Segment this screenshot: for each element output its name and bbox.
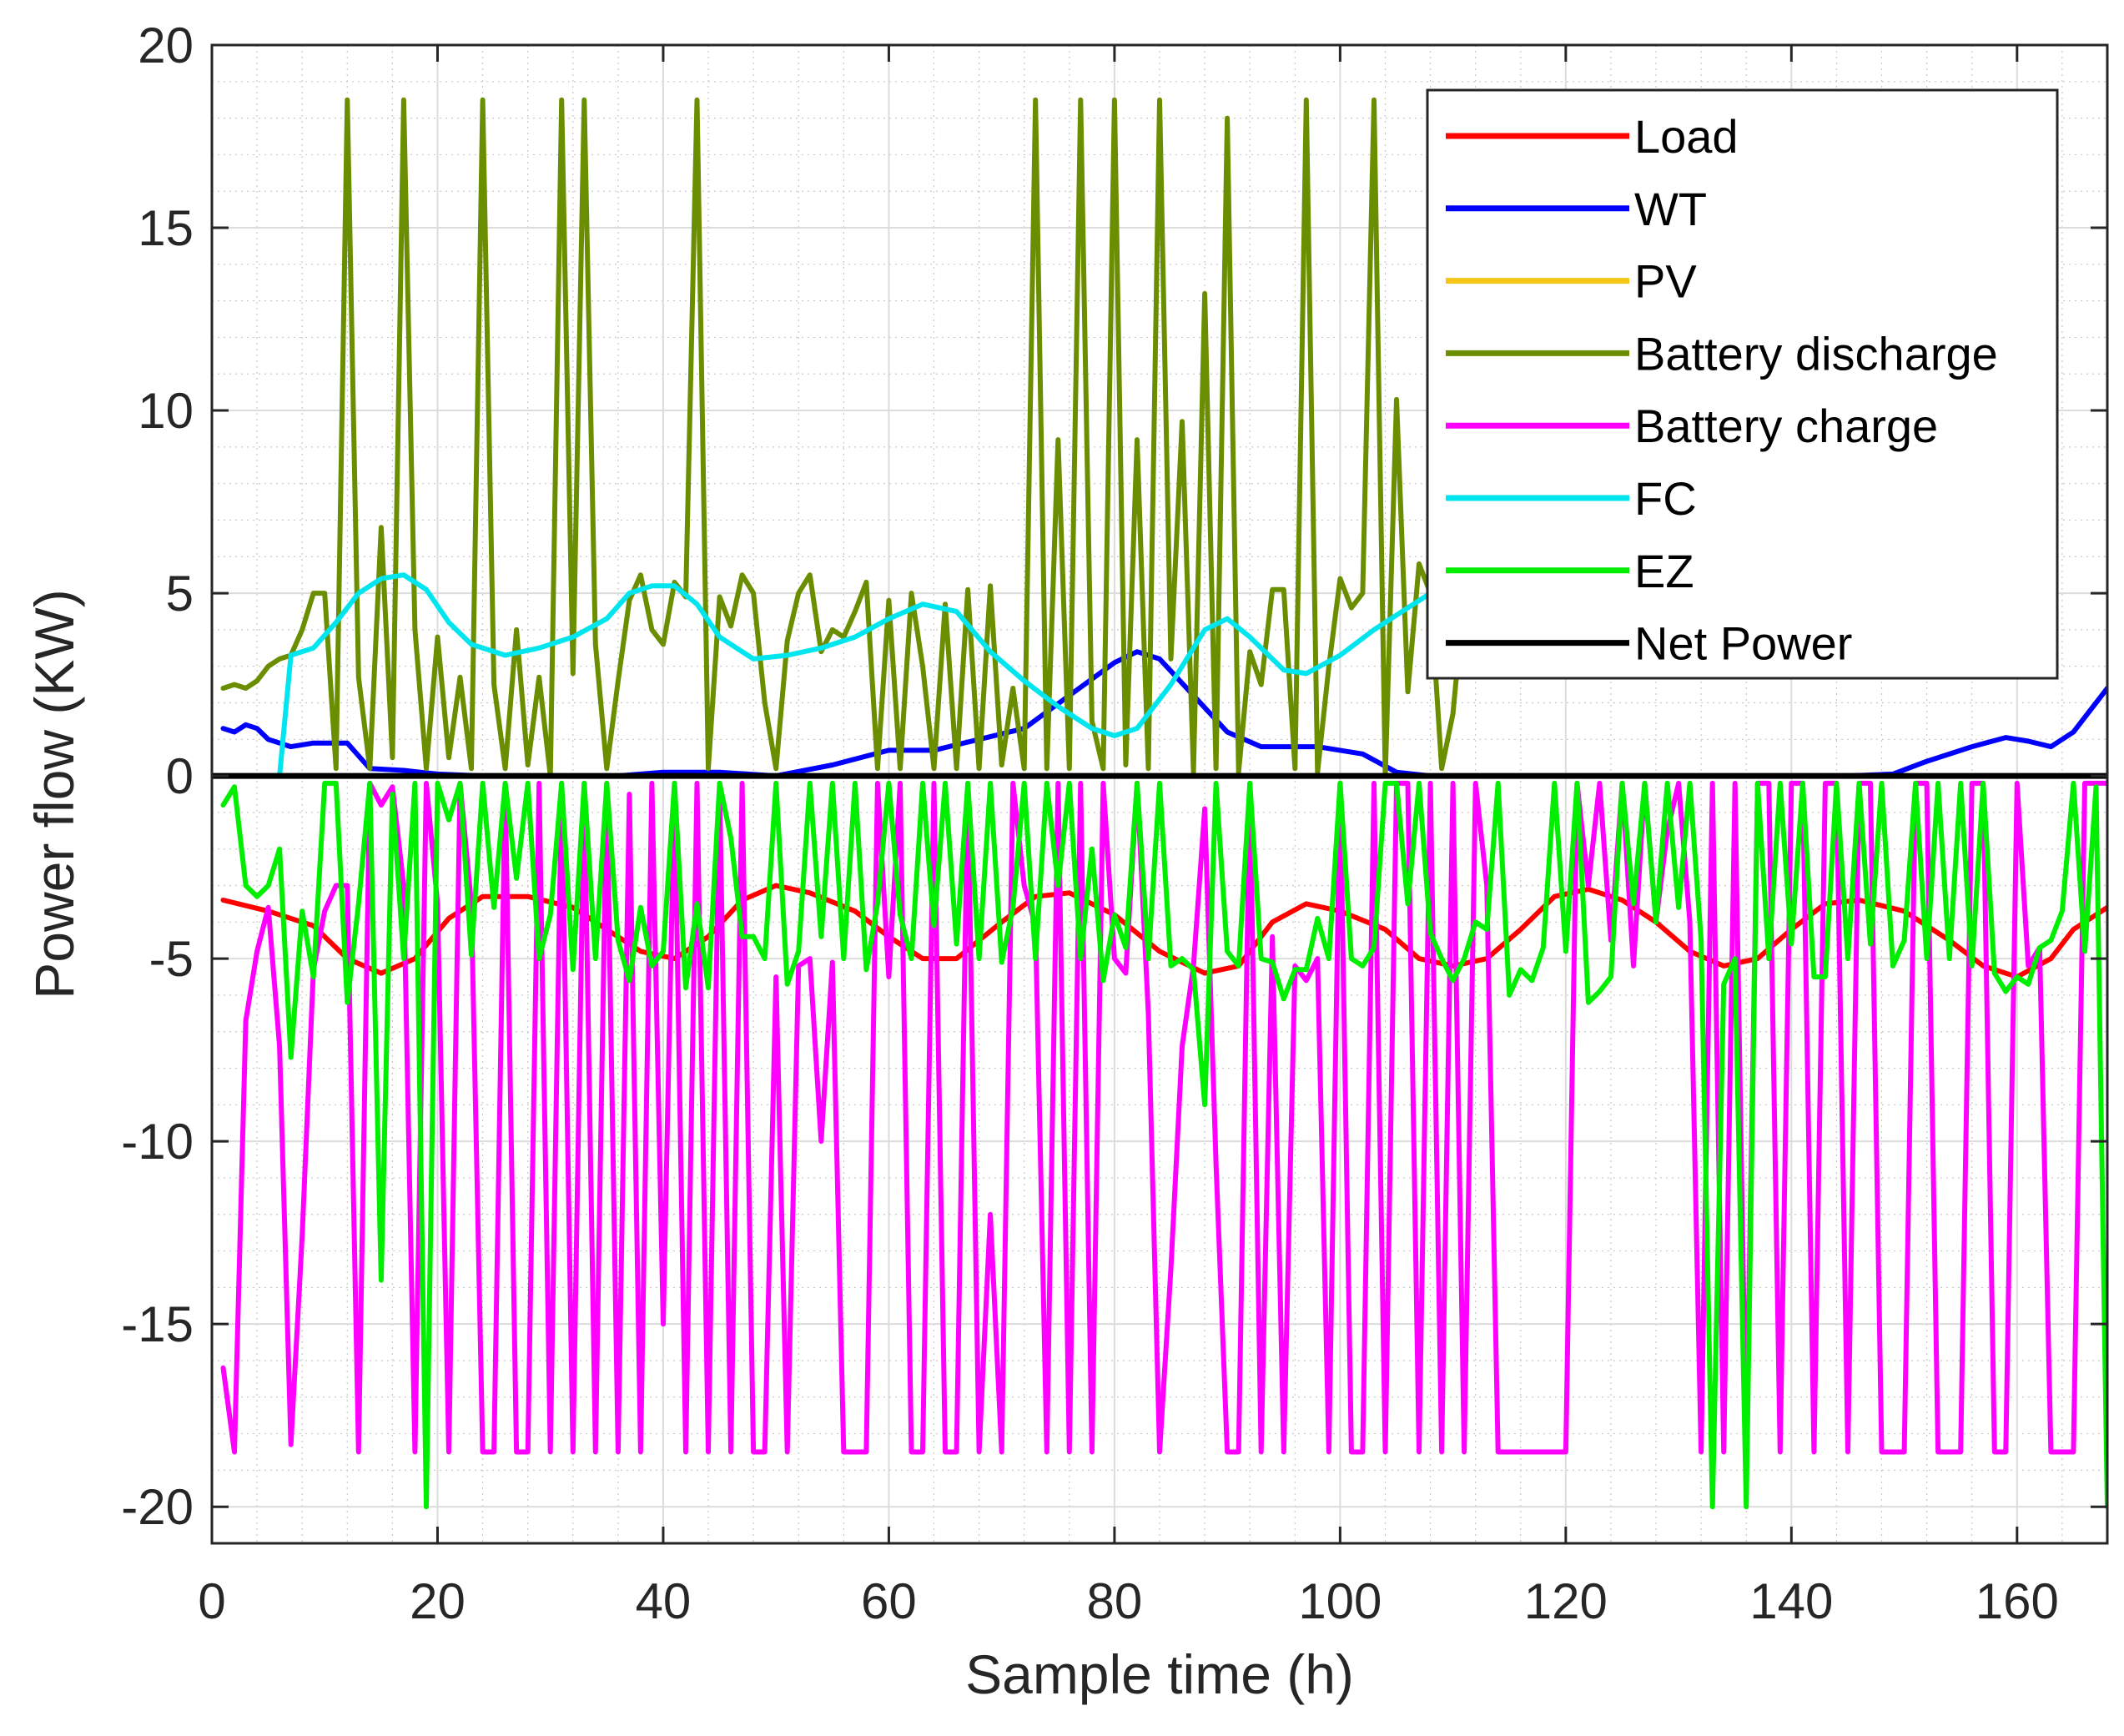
legend-label-net-power: Net Power	[1634, 617, 1852, 670]
x-tick-label: 140	[1749, 1573, 1833, 1629]
legend-items: Load WT PV Battery discharge Battery charge F…	[1446, 110, 1998, 670]
x-tick-label: 100	[1298, 1573, 1382, 1629]
plot-frame	[210, 43, 2109, 1545]
legend-label-battery-discharge: Battery discharge	[1634, 327, 1998, 380]
legend-label-battery-charge: Battery charge	[1634, 400, 1938, 452]
x-tick-label: 0	[198, 1573, 225, 1629]
y-tick-label: 5	[166, 566, 194, 621]
x-tick-label: 20	[410, 1573, 466, 1629]
x-tick-label: 60	[861, 1573, 917, 1629]
x-tick-label: 40	[636, 1573, 692, 1629]
x-tick-label: 120	[1524, 1573, 1608, 1629]
y-tick-label: 0	[166, 748, 194, 804]
legend-label-wt: WT	[1634, 183, 1707, 235]
legend-label-fc: FC	[1634, 472, 1697, 525]
y-tick-label: -10	[121, 1114, 194, 1170]
legend-box	[1426, 88, 2059, 680]
legend: Load WT PV Battery discharge Battery charge F…	[1426, 88, 2059, 680]
series-line-battery-discharge	[220, 97, 1467, 779]
x-tick-label: 80	[1087, 1573, 1143, 1629]
x-tick-labels: 0 20 40 60 80 100 120 140 160	[198, 1573, 2059, 1629]
series-layer	[212, 97, 2107, 1510]
x-tick-label: 160	[1976, 1573, 2059, 1629]
series-line-fc	[277, 572, 1433, 779]
y-tick-label: -5	[149, 931, 194, 987]
y-tick-label: -20	[121, 1479, 194, 1535]
y-tick-label: 20	[138, 18, 194, 73]
legend-label-pv: PV	[1634, 255, 1697, 308]
legend-label-load: Load	[1634, 110, 1739, 163]
y-tick-label: -15	[121, 1296, 194, 1352]
y-tick-labels: 20 15 10 5 0 -5 -10 -15 -20	[121, 18, 194, 1535]
y-axis-label: Power flow (KW)	[23, 589, 85, 999]
series-line-ez	[220, 780, 2107, 1510]
legend-label-ez: EZ	[1634, 545, 1694, 597]
y-tick-label: 10	[138, 383, 194, 439]
x-axis-label: Sample time (h)	[965, 1643, 1354, 1705]
y-tick-label: 15	[138, 200, 194, 256]
tick-marks	[210, 43, 2107, 1543]
